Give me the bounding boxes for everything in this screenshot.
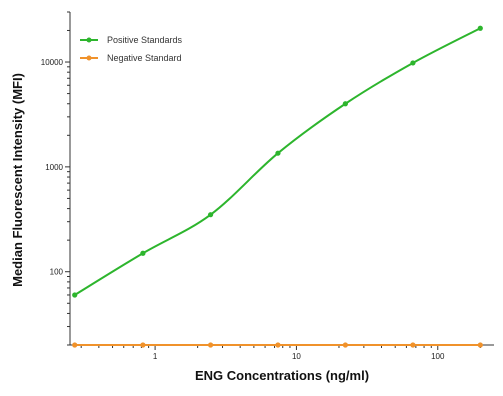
data-point-1-0 — [72, 342, 78, 348]
legend-marker-positive — [86, 37, 92, 43]
x-tick-label: 100 — [431, 352, 445, 361]
series-line-0 — [74, 27, 481, 296]
data-point-0-4 — [342, 101, 348, 107]
x-axis-title: ENG Concentrations (ng/ml) — [195, 368, 369, 383]
legend: Positive Standards Negative Standard — [80, 35, 183, 63]
ticks: 1 10 100 100 1000 10000 — [41, 11, 481, 361]
data-point-0-1 — [140, 250, 146, 256]
y-tick-label: 100 — [50, 268, 64, 277]
series-layer — [72, 25, 483, 348]
data-point-1-1 — [140, 342, 146, 348]
data-point-1-3 — [275, 342, 281, 348]
x-tick-label: 1 — [153, 352, 158, 361]
data-point-0-3 — [275, 150, 281, 156]
legend-label-negative: Negative Standard — [107, 53, 182, 63]
legend-label-positive: Positive Standards — [107, 35, 183, 45]
x-tick-label: 10 — [292, 352, 301, 361]
data-point-0-0 — [72, 292, 78, 298]
legend-entry-negative: Negative Standard — [80, 53, 182, 63]
data-point-1-5 — [410, 342, 416, 348]
y-axis-title: Median Fluorescent Intensity (MFI) — [10, 73, 25, 287]
y-tick-label: 1000 — [45, 163, 63, 172]
data-point-1-2 — [207, 342, 214, 348]
data-point-0-5 — [410, 60, 416, 66]
data-point-1-6 — [477, 342, 483, 348]
legend-marker-negative — [86, 55, 92, 61]
data-point-0-6 — [477, 25, 483, 31]
legend-entry-positive: Positive Standards — [80, 35, 183, 45]
y-tick-label: 10000 — [41, 58, 64, 67]
data-point-0-2 — [207, 212, 214, 218]
data-point-1-4 — [342, 342, 348, 348]
